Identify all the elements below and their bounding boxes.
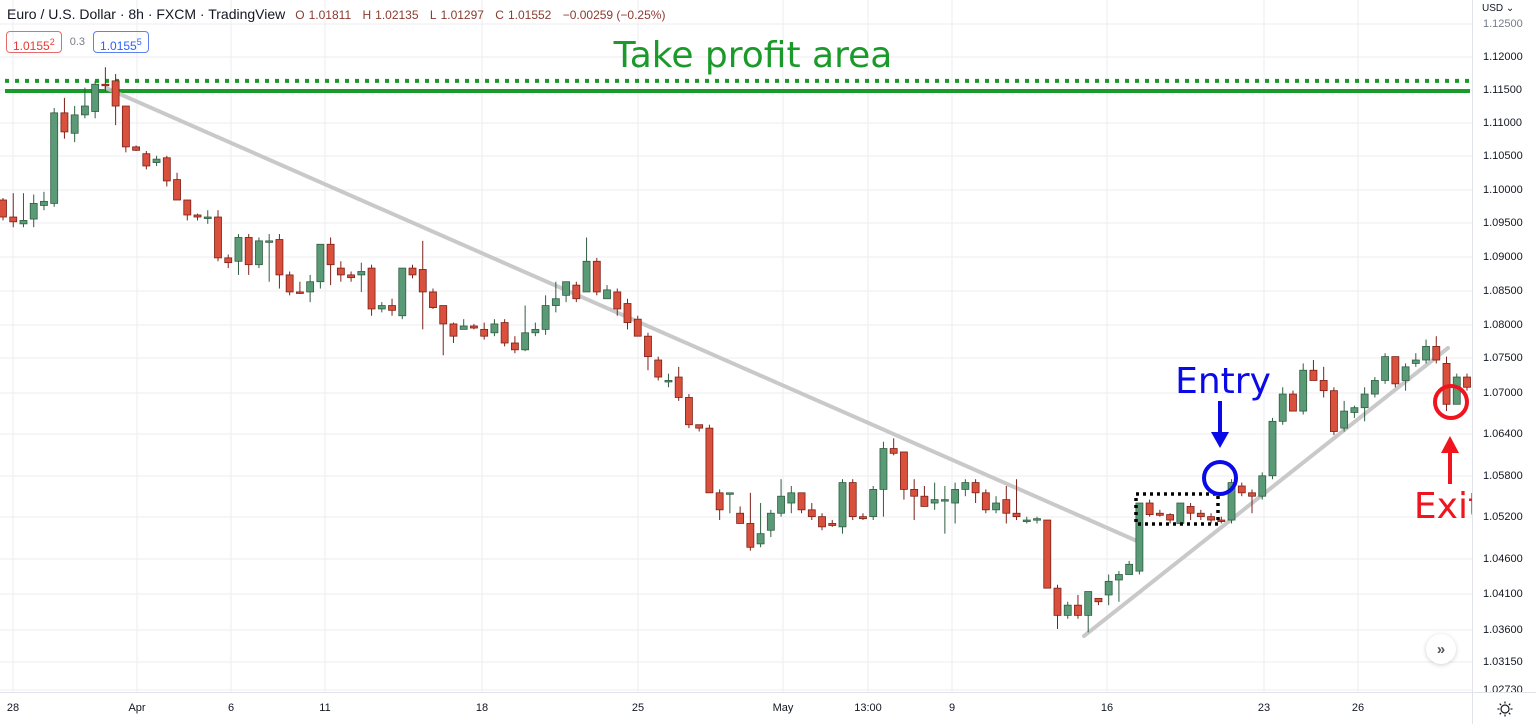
exit-label: Exit [1414, 486, 1472, 527]
ohlc-values: O 1.01811 H 1.02135 L 1.01297 C 1.01552 −0.0… [295, 8, 669, 22]
price-tick-label: 1.06400 [1483, 428, 1523, 440]
open-value: 1.01811 [308, 8, 352, 22]
annotation-overlay: Take profit area Entry Exit [613, 35, 1482, 527]
time-tick-label: 23 [1257, 702, 1271, 714]
sun-settings-icon [1497, 701, 1513, 716]
time-tick-label: 9 [948, 702, 956, 714]
price-axis[interactable]: USD ⌄ 1.12500 1.12000 1.11500 1.11000 1.1050… [1472, 0, 1536, 696]
close-value: 1.01552 [507, 8, 552, 22]
price-tick-label: 1.09500 [1483, 217, 1523, 229]
sell-button[interactable]: 1.01552 [6, 31, 62, 53]
currency-selector[interactable]: USD ⌄ [1482, 3, 1514, 14]
buy-button[interactable]: 1.01555 [93, 31, 149, 53]
sell-price: 1.0155 [13, 39, 50, 53]
symbol-title[interactable]: Euro / U.S. Dollar · 8h · FXCM · Trading… [7, 6, 286, 22]
quote-buttons: 1.01552 0.3 1.01555 [6, 31, 149, 53]
time-tick-label: 25 [631, 702, 645, 714]
time-tick-label: 13:00 [854, 702, 882, 714]
chevron-down-icon: ⌄ [1505, 3, 1515, 14]
price-tick-label: 1.10000 [1483, 184, 1523, 196]
time-axis[interactable]: 28 Apr 6 11 18 25 May 13:00 9 16 23 26 [0, 692, 1472, 724]
candles [0, 67, 1471, 633]
price-tick-label: 1.07500 [1483, 352, 1523, 364]
time-tick-label: Apr [128, 702, 146, 714]
low-label: L [429, 8, 437, 22]
high-value: 1.02135 [375, 8, 419, 22]
price-tick-label: 1.05800 [1483, 470, 1523, 482]
time-tick-label: 16 [1100, 702, 1114, 714]
buy-price: 1.0155 [100, 39, 137, 53]
price-tick-label: 1.03150 [1483, 656, 1523, 668]
price-tick-label: 1.12000 [1483, 51, 1523, 63]
price-tick-label: 1.03600 [1483, 624, 1523, 636]
price-tick-label: 1.04600 [1483, 553, 1523, 565]
currency-label: USD [1482, 3, 1504, 14]
time-tick-label: May [772, 702, 794, 714]
scroll-to-realtime-button[interactable]: » [1426, 634, 1456, 664]
price-tick-label: 1.12500 [1483, 18, 1523, 30]
time-tick-label: 18 [475, 702, 489, 714]
chart-area[interactable]: Take profit area Entry Exit Euro / U.S. Do… [0, 0, 1482, 692]
high-label: H [362, 8, 372, 22]
drawings-layer [5, 78, 1470, 638]
sell-price-pip: 2 [49, 37, 55, 47]
take-profit-label: Take profit area [613, 35, 893, 76]
price-tick-label: 1.07000 [1483, 387, 1523, 399]
symbol-legend: Euro / U.S. Dollar · 8h · FXCM · Trading… [7, 6, 669, 22]
price-tick-label: 1.05200 [1483, 511, 1523, 523]
spread-value: 0.3 [69, 36, 86, 48]
entry-label: Entry [1175, 361, 1271, 402]
price-tick-label: 1.09000 [1483, 251, 1523, 263]
price-tick-label: 1.08500 [1483, 285, 1523, 297]
grid-lines [0, 0, 1472, 692]
low-value: 1.01297 [440, 8, 484, 22]
open-label: O [295, 8, 305, 22]
price-tick-label: 1.04100 [1483, 588, 1523, 600]
change-value: −0.00259 (−0.25%) [562, 8, 666, 22]
time-tick-label: 11 [319, 702, 331, 714]
price-tick-label: 1.08000 [1483, 319, 1523, 331]
price-tick-label: 1.10500 [1483, 150, 1523, 162]
price-tick-label: 1.11000 [1483, 117, 1522, 129]
close-label: C [495, 8, 504, 22]
buy-price-pip: 5 [136, 37, 142, 47]
time-tick-label: 28 [6, 702, 20, 714]
time-tick-label: 6 [227, 702, 235, 714]
chart-settings-button[interactable] [1472, 692, 1536, 724]
time-tick-label: 26 [1351, 702, 1365, 714]
candlestick-chart[interactable]: Take profit area Entry Exit [0, 0, 1482, 692]
price-tick-label: 1.11500 [1483, 84, 1522, 96]
double-chevron-right-icon: » [1436, 640, 1446, 658]
